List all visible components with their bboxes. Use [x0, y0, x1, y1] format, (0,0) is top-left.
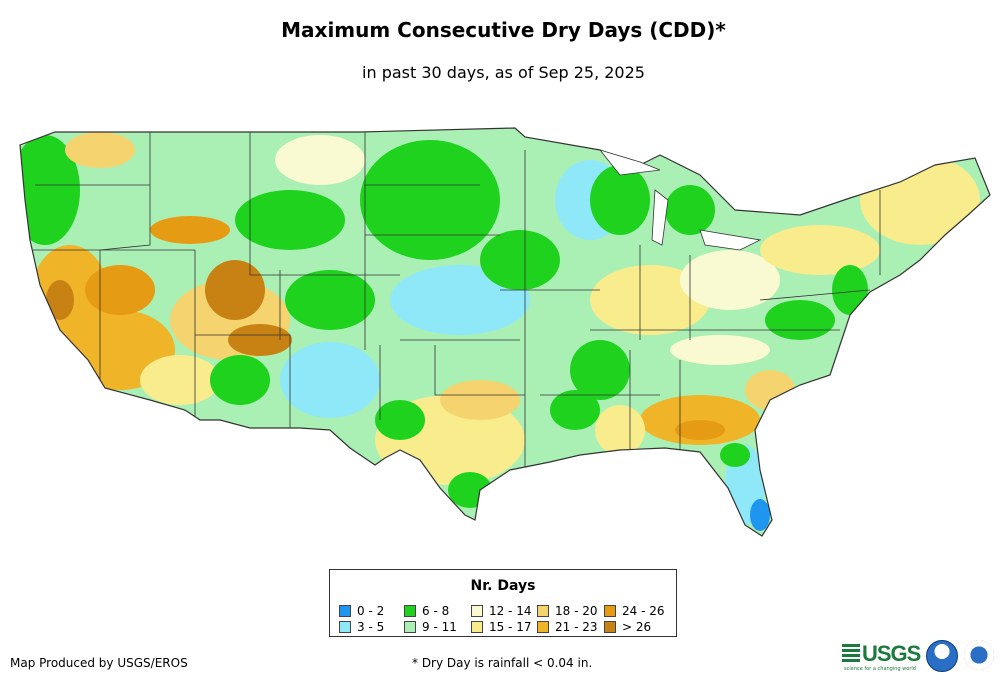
legend-swatch — [404, 621, 416, 633]
us-cdd-map — [19, 127, 991, 537]
legend-item: 15 - 17 — [471, 621, 532, 633]
legend-swatch — [339, 605, 351, 617]
map-subtitle: in past 30 days, as of Sep 25, 2025 — [362, 63, 645, 82]
legend-swatch — [339, 621, 351, 633]
legend-swatch — [537, 605, 549, 617]
noaa-logo-icon — [926, 640, 958, 672]
legend-item: 18 - 20 — [537, 605, 598, 617]
legend-swatch — [604, 621, 616, 633]
producer-credit: Map Produced by USGS/EROS — [10, 656, 188, 670]
usgs-wave-icon — [842, 644, 860, 664]
legend-item: 12 - 14 — [471, 605, 532, 617]
usgs-logo: USGS — [862, 641, 921, 666]
usgs-tagline: science for a changing world — [844, 666, 916, 672]
legend: Nr. Days 0 - 2 3 - 5 6 - 8 9 - 11 12 - 1… — [329, 569, 677, 637]
legend-item: 0 - 2 — [339, 605, 384, 617]
legend-swatch — [537, 621, 549, 633]
dry-day-footnote: * Dry Day is rainfall < 0.04 in. — [412, 656, 593, 670]
legend-title: Nr. Days — [470, 578, 536, 594]
legend-item: 6 - 8 — [404, 605, 449, 617]
legend-item: > 26 — [604, 621, 651, 633]
legend-swatch — [471, 605, 483, 617]
legend-swatch — [471, 621, 483, 633]
legend-swatch — [604, 605, 616, 617]
nws-logo-icon — [964, 640, 994, 670]
legend-item: 9 - 11 — [404, 621, 457, 633]
legend-item: 3 - 5 — [339, 621, 384, 633]
map-title: Maximum Consecutive Dry Days (CDD)* — [281, 18, 726, 42]
legend-swatch — [404, 605, 416, 617]
legend-item: 24 - 26 — [604, 605, 665, 617]
agency-logos: USGS science for a changing world — [842, 638, 1002, 676]
legend-item: 21 - 23 — [537, 621, 598, 633]
